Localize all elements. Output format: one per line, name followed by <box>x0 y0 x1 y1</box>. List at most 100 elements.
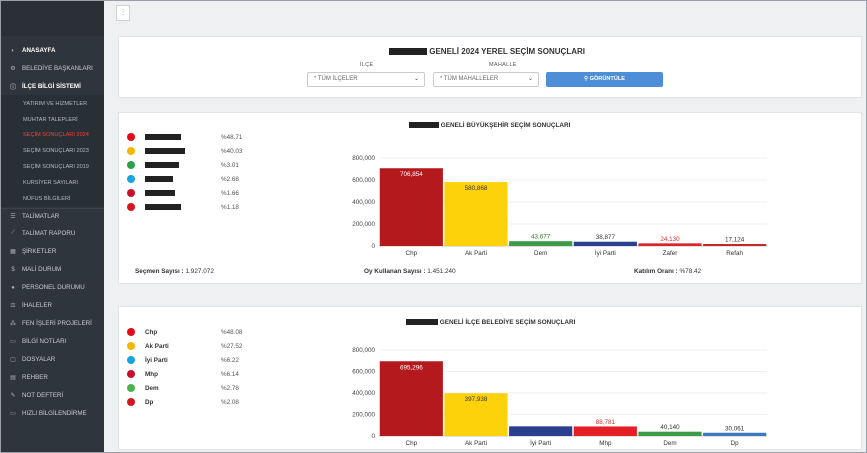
sidebar: ◐ ANASAYFA ⚙ BELEDİYE BAŞKANLARI ⓘ İLÇE BİLGİ… <box>1 1 104 452</box>
party-row: Ak Parti %27.52 <box>127 341 242 351</box>
y-tick-label: 0 <box>371 433 375 440</box>
party-percentage: %1.66 <box>221 189 239 197</box>
sidebar-item-fen[interactable]: ⁂ FEN İŞLERİ PROJELERİ <box>1 316 104 331</box>
sidebar-item-ihaleler[interactable]: ⚖ İHALELER <box>1 298 104 313</box>
y-tick-label: 400,000 <box>352 199 375 206</box>
party-percentage: %6.14 <box>221 370 239 378</box>
sidebar-item-mali[interactable]: $ MALİ DURUM <box>1 262 104 277</box>
metro-chart-title: GENELİ BÜYÜKŞEHİR SEÇİM SONUÇLARI <box>409 122 570 129</box>
sidebar-item-rehber[interactable]: ▤ REHBER <box>1 370 104 385</box>
sidebar-header <box>1 1 104 36</box>
redacted-party-name <box>145 161 179 168</box>
party-row: %40.03 <box>127 146 242 156</box>
dashboard-icon: ◐ <box>11 47 15 54</box>
menu-toggle-button[interactable]: ⫶ <box>116 5 130 21</box>
party-percentage: %3.01 <box>221 161 239 169</box>
sidebar-item-talimatlar[interactable]: ☰ TALİMATLAR <box>1 208 104 223</box>
sidebar-item-hizli[interactable]: ▭ HIZLI BİLGİLENDİRME <box>1 406 104 421</box>
party-row: %2.68 <box>127 174 239 184</box>
party-logo-icon <box>127 161 135 169</box>
party-logo-icon <box>127 133 135 141</box>
sidebar-item-kursiyer[interactable]: KURSİYER SAYILARI <box>1 175 104 190</box>
party-row: Dem %2.78 <box>127 383 239 393</box>
district-results-card: GENELİ İLÇE BELEDİYE SEÇİM SONUÇLARI Chp… <box>118 306 862 450</box>
sidebar-item-dosyalar[interactable]: ▢ DOSYALAR <box>1 352 104 367</box>
party-logo-icon <box>127 203 135 211</box>
x-tick-label: İyi Parti <box>595 248 616 257</box>
money-icon: $ <box>11 266 15 273</box>
x-tick-label: Chp <box>406 250 418 257</box>
gavel-icon: ⚖ <box>10 303 16 309</box>
x-tick-label: İyi Parti <box>530 438 551 447</box>
sidebar-item-secim2024[interactable]: SEÇİM SONUÇLARI 2024 <box>1 127 104 142</box>
sidebar-item-label: ŞİRKETLER <box>22 248 57 255</box>
bar-value-label: 706,854 <box>400 171 423 178</box>
sidebar-item-label: İHALELER <box>22 302 52 309</box>
party-name: Chp <box>145 328 158 336</box>
mahalle-select[interactable]: * TÜM MAHALLELER ⌄ <box>433 72 539 87</box>
party-row: %1.18 <box>127 202 239 212</box>
party-name: Dem <box>145 384 159 392</box>
sidebar-item-not[interactable]: ✎ NOT DEFTERİ <box>1 388 104 403</box>
user-icon: ● <box>11 284 15 291</box>
sidebar-item-label: NOT DEFTERİ <box>22 392 64 399</box>
sidebar-item-muhtar[interactable]: MUHTAR TALEPLERİ <box>1 112 104 127</box>
voted-count: Oy Kullanan Sayısı : 1.451.240 <box>364 268 456 275</box>
redacted-city-name <box>406 319 438 326</box>
folder-icon: ▢ <box>10 357 16 363</box>
sidebar-item-yatirim[interactable]: YATIRIM VE HİZMETLER <box>1 96 104 111</box>
party-row: Chp %48.08 <box>127 327 242 337</box>
sidebar-item-nufus[interactable]: NÜFUS BİLGİLERİ <box>1 191 104 206</box>
party-name: Mhp <box>145 370 158 378</box>
sidebar-item-label: MUHTAR TALEPLERİ <box>23 116 78 123</box>
party-percentage: %2.08 <box>221 398 239 406</box>
gear-icon: ⚙ <box>10 66 16 72</box>
bar <box>703 244 767 246</box>
party-name: Dp <box>145 398 154 406</box>
voted-count-label: Oy Kullanan Sayısı : <box>364 268 426 275</box>
party-name <box>145 133 209 141</box>
sidebar-item-label: SEÇİM SONUÇLARI 2019 <box>23 163 89 170</box>
bar <box>573 241 637 246</box>
show-results-button[interactable]: ⚲ GÖRÜNTÜLE <box>546 72 663 87</box>
ilce-select[interactable]: * TÜM İLÇELER ⌄ <box>307 72 425 87</box>
sidebar-item-bilgi[interactable]: ▭ BİLGİ NOTLARI <box>1 334 104 349</box>
party-percentage: %27.52 <box>221 342 243 350</box>
party-logo-icon <box>127 356 135 364</box>
chart-line-icon: ⟋ <box>10 230 16 236</box>
bar-value-label: 695,296 <box>400 364 423 371</box>
sidebar-item-sirketler[interactable]: ▦ ŞİRKETLER <box>1 244 104 259</box>
sidebar-item-home[interactable]: ◐ ANASAYFA <box>1 43 104 58</box>
bar <box>638 431 702 436</box>
sidebar-item-personel[interactable]: ● PERSONEL DURUMU <box>1 280 104 295</box>
party-logo-icon <box>127 328 135 336</box>
sidebar-item-label: ANASAYFA <box>22 47 56 54</box>
voter-count-value: 1.927.072 <box>185 268 214 275</box>
sidebar-item-label: TALİMATLAR <box>22 212 60 220</box>
party-percentage: %48.08 <box>221 328 243 336</box>
pencil-icon: ✎ <box>10 393 16 399</box>
x-tick-label: Chp <box>406 440 418 447</box>
bar-value-label: 43,677 <box>531 234 551 241</box>
x-tick-label: Dem <box>663 440 676 447</box>
sidebar-item-secim2023[interactable]: SEÇİM SONUÇLARI 2023 <box>1 143 104 158</box>
bar <box>444 182 508 246</box>
sidebar-item-secim2019[interactable]: SEÇİM SONUÇLARI 2019 <box>1 159 104 174</box>
bar-value-label: 17,124 <box>725 237 745 244</box>
sidebar-item-label: İLÇE BİLGİ SİSTEMİ <box>22 83 81 90</box>
voter-count-label: Seçmen Sayısı : <box>135 268 184 275</box>
sidebar-item-belediye[interactable]: ⚙ BELEDİYE BAŞKANLARI <box>1 61 104 76</box>
party-percentage: %40.03 <box>221 147 243 155</box>
party-logo-icon <box>127 384 135 392</box>
bar <box>703 432 767 436</box>
bar-value-label: 30,061 <box>725 425 745 432</box>
sidebar-item-ilce[interactable]: ⓘ İLÇE BİLGİ SİSTEMİ <box>1 79 104 94</box>
sidebar-item-talimat-rapor[interactable]: ⟋ TALİMAT RAPORU <box>1 226 104 241</box>
party-percentage: %1.18 <box>221 203 239 211</box>
page-title: GENELİ 2024 YEREL SEÇİM SONUÇLARI <box>389 47 585 56</box>
party-logo-icon <box>127 342 135 350</box>
mahalle-select-value: * TÜM MAHALLELER <box>440 76 499 82</box>
party-percentage: %48.71 <box>221 133 243 141</box>
metro-bar-chart: 0 200,000 400,000 600,000 800,000 706,854 Chp 5… <box>352 155 767 257</box>
party-row: İyi Parti %6.22 <box>127 355 239 365</box>
